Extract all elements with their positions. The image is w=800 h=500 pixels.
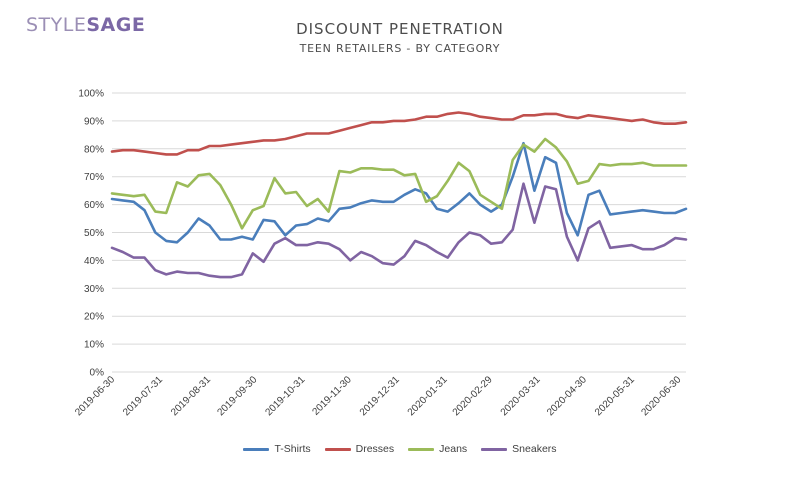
legend-item-jeans: Jeans: [408, 443, 467, 455]
legend-item-sneakers: Sneakers: [481, 443, 557, 455]
y-tick-label: 20%: [84, 312, 104, 323]
gridlines: [112, 92, 686, 373]
y-tick-label: 90%: [84, 116, 104, 127]
x-tick-label: 2020-05-31: [593, 374, 637, 418]
x-tick-label: 2020-04-30: [545, 374, 589, 418]
legend-item-dresses: Dresses: [324, 443, 395, 455]
x-tick-label: 2020-06-30: [639, 374, 683, 418]
x-tick-label: 2019-06-30: [73, 374, 117, 418]
legend-label: T-Shirts: [274, 443, 311, 455]
y-tick-label: 60%: [84, 200, 104, 211]
logo-part-sage: SAGE: [86, 14, 146, 36]
y-tick-label: 40%: [84, 256, 104, 267]
legend-swatch: [481, 447, 508, 451]
x-tick-label: 2019-07-31: [121, 374, 165, 418]
y-tick-label: 50%: [84, 228, 104, 239]
x-tick-label: 2019-08-31: [169, 374, 213, 418]
series-line-dresses: [110, 111, 688, 156]
legend-item-t-shirts: T-Shirts: [243, 443, 311, 455]
chart-title: DISCOUNT PENETRATION: [296, 20, 504, 38]
y-tick-label: 80%: [84, 144, 104, 155]
legend-swatch: [408, 447, 435, 451]
legend-label: Jeans: [439, 443, 468, 455]
logo-part-style: STYLE: [26, 14, 87, 36]
chart-subtitle: TEEN RETAILERS - BY CATEGORY: [299, 42, 501, 55]
legend-label: Sneakers: [512, 443, 557, 455]
series-line-jeans: [110, 137, 688, 230]
y-tick-label: 10%: [84, 340, 104, 351]
x-tick-label: 2020-03-31: [499, 374, 543, 418]
x-tick-label: 2020-01-31: [406, 374, 450, 418]
y-tick-label: 100%: [78, 89, 104, 100]
y-tick-label: 70%: [84, 172, 104, 183]
x-tick-label: 2019-12-31: [358, 374, 402, 418]
x-tick-label: 2020-02-29: [451, 374, 495, 418]
legend-label: Dresses: [355, 443, 395, 455]
y-axis-ticks: 0% 10% 20% 30% 40% 50% 60% 70% 80% 90% 100%: [78, 89, 104, 379]
x-axis-ticks: 2019-06-30 2019-07-31 2019-08-31 2019-09-30…: [73, 374, 684, 418]
y-tick-label: 30%: [84, 284, 104, 295]
series-line-sneakers: [110, 182, 688, 279]
series-line-t-shirts: [110, 141, 688, 244]
x-tick-label: 2019-09-30: [215, 374, 259, 418]
chart-legend: T-Shirts Dresses Jeans Sneakers: [0, 443, 800, 455]
series-lines: [110, 111, 688, 279]
x-tick-label: 2019-10-31: [263, 374, 307, 418]
legend-swatch: [243, 447, 270, 451]
stylesage-logo: STYLESAGE: [26, 14, 145, 36]
y-tick-label: 0%: [90, 368, 105, 379]
x-tick-label: 2019-11-30: [310, 374, 354, 418]
legend-swatch: [324, 447, 351, 451]
